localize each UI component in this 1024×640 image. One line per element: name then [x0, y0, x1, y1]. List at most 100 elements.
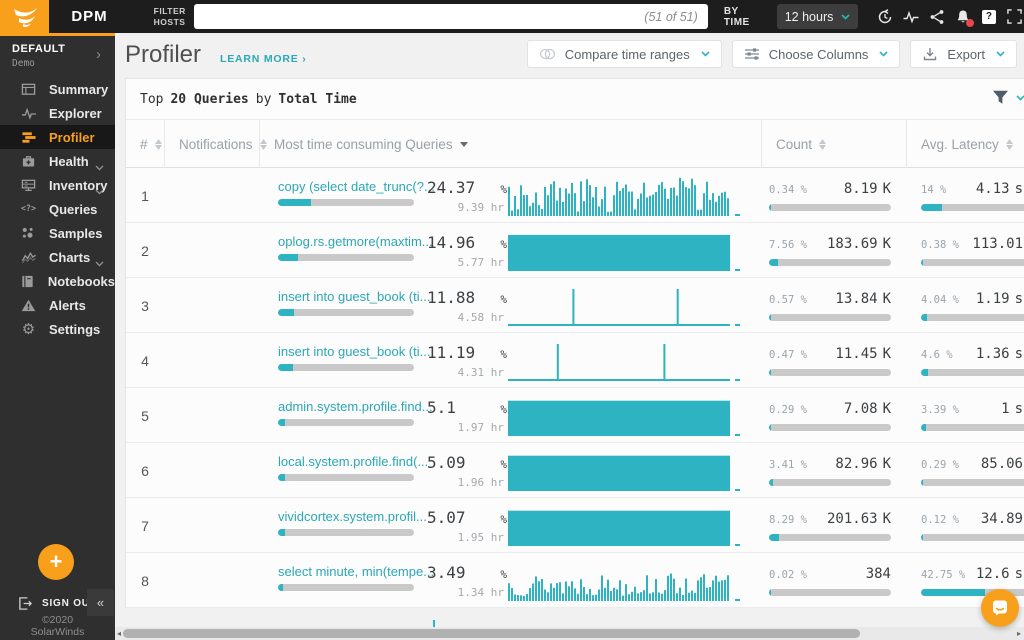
percent-value: 11.88: [427, 288, 476, 307]
progress-fill: [921, 314, 928, 321]
progress-fill: [769, 314, 771, 321]
progress-fill: [921, 534, 923, 541]
percent-sign: %: [500, 403, 507, 416]
table-row[interactable]: 2 oplog.rs.getmore(maxtim... 14.96% 5.77 hr…: [126, 223, 1024, 278]
environment-switcher[interactable]: DEFAULT Demo ›: [0, 36, 115, 77]
query-link[interactable]: select minute, min(tempe...: [278, 564, 435, 579]
latency-cell: 0.38 % 113.01: [921, 236, 1024, 266]
sidebar-item-samples[interactable]: Samples: [0, 221, 115, 245]
column-header-count[interactable]: Count: [761, 120, 906, 168]
query-sparkline: [508, 450, 740, 491]
query-link[interactable]: vividcortex.system.profil...: [278, 509, 427, 524]
progress-fill: [921, 479, 923, 486]
sidebar-item-health[interactable]: Health: [0, 149, 115, 173]
learn-more-link[interactable]: LEARN MORE ›: [220, 53, 307, 65]
chevron-down-icon: [95, 182, 104, 200]
percent-value: 3.49: [427, 563, 466, 582]
sidebar-item-charts[interactable]: Charts: [0, 245, 115, 269]
total-time-bar: [278, 309, 414, 316]
count-line: 0.57 % 13.84 K: [769, 291, 891, 307]
table-row[interactable]: 1 copy (select date_trunc(?... 24.37% 9.39 …: [126, 168, 1024, 223]
table-summary: Top 20 Queries by Total Time: [140, 91, 357, 107]
table-row[interactable]: 7 vividcortex.system.profil... 5.07% 1.95 h…: [126, 498, 1024, 553]
query-link[interactable]: copy (select date_trunc(?...: [278, 179, 435, 194]
share-icon[interactable]: [928, 8, 946, 26]
notifications-bell-icon[interactable]: [954, 8, 974, 27]
column-header-avg-latency[interactable]: Avg. Latency: [906, 120, 1024, 168]
count-percent: 0.47 %: [769, 349, 807, 361]
export-button[interactable]: Export: [910, 40, 1017, 68]
table-row[interactable]: 8 select minute, min(tempe... 3.49% 1.34 hr…: [126, 553, 1024, 608]
query-link[interactable]: insert into guest_book (ti...: [278, 344, 431, 359]
filter-hosts-input[interactable]: (51 of 51): [193, 4, 708, 29]
chevron-down-icon: [95, 158, 104, 176]
count-percent: 0.02 %: [769, 569, 807, 581]
total-time-percent: 5.09% 1.96 hr: [427, 453, 507, 489]
table-row[interactable]: 4 insert into guest_book (ti... 11.19% 4.31…: [126, 333, 1024, 388]
progress-track: [278, 584, 414, 591]
compare-time-ranges-button[interactable]: Compare time ranges: [526, 40, 722, 68]
progress-track: [921, 534, 1024, 541]
progress-fill: [921, 424, 927, 431]
table-row[interactable]: 5 admin.system.profile.find... 5.1% 1.97 hr…: [126, 388, 1024, 443]
time-range-dropdown[interactable]: 12 hours: [777, 4, 858, 29]
sidebar-item-profiler[interactable]: Profiler: [0, 125, 115, 149]
query-link[interactable]: admin.system.profile.find...: [278, 399, 433, 414]
total-time-percent: 24.37% 9.39 hr: [427, 178, 507, 214]
total-time-value: 4.31 hr: [457, 366, 504, 379]
row-rank: 8: [141, 573, 149, 589]
count-value: 384: [865, 566, 891, 582]
query-link[interactable]: insert into guest_book (ti...: [278, 289, 431, 304]
percent-sign: %: [500, 348, 507, 361]
total-time-value: 1.97 hr: [457, 421, 504, 434]
latency-cell: 4.6 % 1.36 s: [921, 346, 1024, 376]
sidebar-collapse-button[interactable]: «: [87, 589, 114, 616]
chat-icon: [993, 600, 1007, 616]
sidebar-item-inventory[interactable]: Inventory: [0, 173, 115, 197]
scroll-left-arrow[interactable]: ◂: [117, 629, 122, 638]
sidebar-item-settings[interactable]: ⚙ Settings: [21, 321, 101, 338]
total-time-value: 9.39 hr: [457, 201, 504, 214]
count-unit: K: [882, 181, 891, 197]
sidebar-item-queries[interactable]: <?> Queries: [20, 201, 98, 217]
count-bar: [769, 534, 891, 541]
chevron-right-icon: ›: [96, 46, 101, 63]
table-filter-button[interactable]: [992, 90, 1024, 105]
scroll-right-arrow[interactable]: ▸: [1016, 629, 1021, 638]
count-percent: 0.34 %: [769, 184, 807, 196]
solarwinds-logo-icon[interactable]: [0, 0, 50, 33]
count-bar: [769, 479, 891, 486]
percent-line: 5.1%: [427, 398, 507, 417]
help-icon[interactable]: ?: [980, 8, 998, 26]
column-header-rank[interactable]: #: [126, 120, 164, 168]
sort-icon: [259, 138, 267, 150]
column-header-queries[interactable]: Most time consuming Queries: [259, 120, 761, 168]
chat-launcher-button[interactable]: [981, 589, 1019, 627]
scrollbar-thumb[interactable]: [123, 629, 860, 638]
query-link[interactable]: oplog.rs.getmore(maxtim...: [278, 234, 433, 249]
table-row[interactable]: 3 insert into guest_book (ti... 11.88% 4.58…: [126, 278, 1024, 333]
choose-columns-button[interactable]: Choose Columns: [731, 40, 901, 68]
sidebar-item-summary[interactable]: Summary: [0, 77, 115, 101]
query-sparkline: [508, 505, 740, 546]
sidebar-item-alerts[interactable]: Alerts: [0, 293, 115, 317]
add-button[interactable]: +: [38, 544, 74, 580]
latency-unit: s: [1014, 401, 1023, 417]
column-header-notifications[interactable]: Notifications: [164, 120, 267, 168]
activity-pulse-icon[interactable]: [902, 8, 920, 26]
latency-percent: 14 %: [921, 184, 947, 196]
latency-line: 0.38 % 113.01: [921, 236, 1023, 252]
explorer-icon: [20, 105, 37, 121]
horizontal-scrollbar[interactable]: ◂ ▸: [115, 627, 1024, 640]
history-refresh-icon[interactable]: [876, 8, 894, 26]
table-row[interactable]: 6 local.system.profile.find(... 5.09% 1.96 …: [126, 443, 1024, 498]
latency-cell: 0.12 % 34.89: [921, 511, 1024, 541]
sidebar-item-notebooks[interactable]: Notebooks: [0, 269, 115, 293]
query-sparkline: [508, 285, 740, 326]
percent-line: 14.96%: [427, 233, 507, 252]
total-time-percent: 11.19% 4.31 hr: [427, 343, 507, 379]
fullscreen-icon[interactable]: [1006, 8, 1024, 26]
query-link[interactable]: local.system.profile.find(...: [278, 454, 429, 469]
sign-out-button[interactable]: SIGN OUT: [18, 596, 97, 611]
sidebar-item-explorer[interactable]: Explorer: [0, 101, 115, 125]
